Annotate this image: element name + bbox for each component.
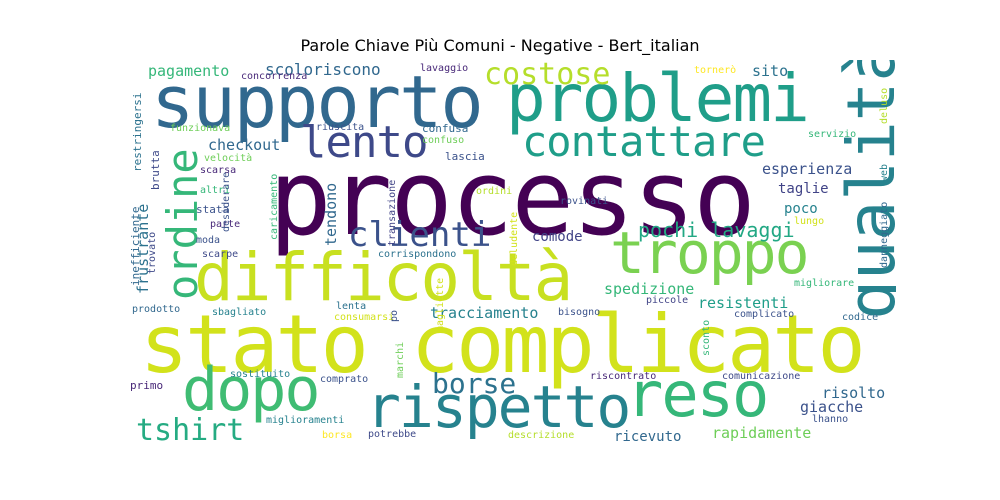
word: tshirt (136, 413, 245, 448)
word: giacche (800, 398, 864, 416)
word: riscontrato (590, 371, 657, 382)
word: transazione (387, 179, 398, 246)
word: inefficiente (129, 206, 142, 286)
word: resistenti (698, 294, 789, 312)
word: consumarsi (334, 312, 395, 323)
word: piccole (646, 295, 689, 306)
chart-title: Parole Chiave Più Comuni - Negative - Be… (300, 36, 700, 55)
word: risolto (822, 384, 886, 402)
word: deluso (879, 87, 890, 124)
word: esperienza (762, 160, 853, 178)
word: lenta (336, 301, 367, 312)
word: po (389, 309, 400, 322)
word: trovato (147, 231, 158, 274)
word: moda (196, 235, 221, 246)
word: brutta (149, 150, 162, 190)
word: marchi (395, 341, 406, 378)
word: rovinati (560, 196, 609, 207)
word: supporto (151, 60, 484, 144)
word: scarsa (200, 165, 237, 176)
word: lhanno (812, 414, 849, 425)
word: confuso (422, 135, 465, 146)
word: dopo (182, 355, 320, 425)
word: processo (269, 137, 756, 259)
word: rapidamente (712, 424, 812, 442)
word: borsa (322, 430, 353, 441)
word: descrizione (508, 430, 575, 441)
word: tracciamento (430, 304, 539, 322)
word: potrebbe (368, 429, 417, 440)
word: sconto (701, 319, 712, 356)
word: poco (784, 201, 818, 217)
word: primo (130, 379, 164, 392)
word: magliette (435, 277, 446, 332)
word: costose (484, 60, 611, 92)
word: spedizione (604, 280, 695, 298)
word: difficoltà (194, 239, 573, 316)
word-cloud: processo supporto problemi qualità stato… (126, 60, 896, 448)
word: ricevuto (614, 429, 682, 445)
word: lungo (794, 216, 825, 227)
word: taglie (778, 181, 829, 197)
word: complicato (734, 309, 795, 320)
word: pochi lavaggi (638, 218, 795, 242)
word: borse (432, 367, 517, 400)
word: caricamento (269, 173, 280, 240)
word: migliorare (794, 278, 855, 289)
word: bisogno (558, 307, 601, 318)
word: troppo (610, 219, 810, 287)
word: scoloriscono (265, 60, 381, 79)
word: concorrenza (241, 71, 308, 82)
word: corrispondono (378, 249, 457, 260)
word: tendono (322, 182, 340, 246)
word: reso (626, 358, 769, 431)
word: checkout (208, 136, 281, 154)
word: stata (196, 203, 230, 216)
word: clienti (348, 215, 492, 255)
word: sito (752, 62, 789, 80)
word: parte (210, 219, 241, 230)
word: riuscita (316, 122, 365, 133)
word: funzionava (170, 123, 231, 134)
word: web (879, 163, 890, 182)
word: rispetto (366, 373, 631, 441)
word: ordine (158, 148, 207, 300)
word: ordini (476, 186, 513, 197)
word: sostituito (230, 369, 291, 380)
word: miglioramenti (266, 415, 345, 426)
word: comunicazione (722, 371, 801, 382)
word: prodotto (132, 304, 181, 315)
word: comode (532, 229, 583, 245)
word: stato complicato (140, 298, 866, 391)
word: desiderare (221, 171, 232, 232)
word: comprato (320, 374, 369, 385)
word: confusa (422, 122, 469, 135)
word: lento (300, 117, 428, 168)
word: contattare (522, 117, 766, 166)
word: pagamento (148, 62, 230, 80)
word: servizio (808, 129, 857, 140)
word: lascia (445, 150, 485, 163)
word: altri (200, 185, 231, 196)
word: scarpe (202, 249, 239, 260)
word: velocità (204, 153, 253, 164)
word: deludente (509, 211, 520, 266)
word: restringersi (131, 92, 144, 172)
word: problemi (506, 60, 810, 137)
word: tornerò (694, 65, 737, 76)
word: sbagliato (212, 307, 267, 318)
word: codice (842, 312, 879, 323)
word: danneggiato (879, 201, 890, 268)
word: lavaggio (420, 63, 469, 74)
